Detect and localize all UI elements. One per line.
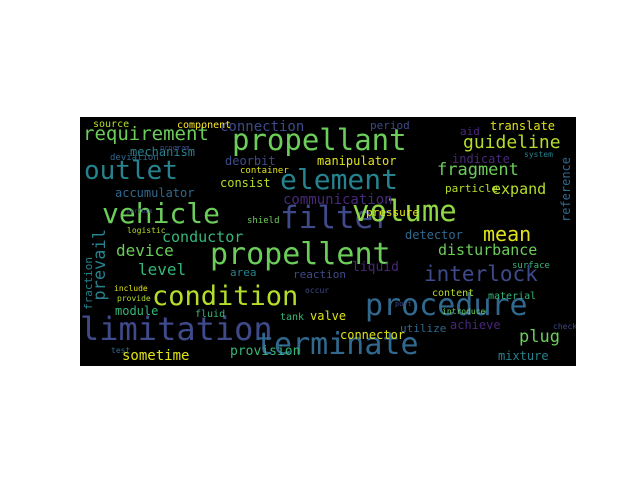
cloud-word: expand (492, 180, 547, 198)
cloud-word: limitation (80, 310, 273, 348)
cloud-word: communication (283, 192, 393, 208)
cloud-word: logistic (127, 226, 166, 235)
cloud-word: filter (280, 200, 392, 236)
cloud-word: conductor (162, 228, 244, 246)
cloud-word: disturbance (438, 241, 538, 259)
cloud-word: area (230, 266, 257, 279)
cloud-word: container (240, 166, 289, 176)
cloud-word: vehicle (102, 197, 221, 230)
cloud-word: aid (460, 125, 480, 138)
cloud-word: mixture (498, 349, 549, 363)
cloud-word: procedure (365, 288, 528, 323)
cloud-word: achieve (450, 318, 501, 332)
cloud-word: period (370, 119, 410, 132)
cloud-word: reaction (293, 268, 346, 281)
cloud-word: fraction (82, 257, 95, 310)
cloud-word: connector (340, 328, 406, 342)
word-cloud: condition limitation terminate procedure… (80, 117, 576, 366)
cloud-word: material (488, 291, 537, 302)
cloud-word: reference (559, 157, 573, 223)
cloud-word: propellent (210, 237, 391, 272)
cloud-word: perform (127, 208, 153, 215)
cloud-word: utilize (400, 322, 447, 335)
cloud-word: component (177, 120, 232, 131)
cloud-word: program (160, 144, 190, 152)
cloud-word: outlet (84, 156, 178, 186)
cloud-word: module (115, 304, 159, 318)
cloud-word: particle (445, 182, 498, 195)
cloud-word: content (432, 288, 475, 299)
cloud-word: deviation (110, 153, 159, 163)
cloud-word: fluid (195, 309, 226, 320)
cloud-word: terminate (256, 327, 419, 362)
cloud-word: level (138, 260, 187, 279)
cloud-word: source (93, 119, 130, 130)
cloud-word: consist (220, 176, 271, 190)
cloud-word: pressure (366, 206, 419, 219)
cloud-word: accumulator (115, 186, 195, 200)
cloud-word: device (116, 241, 174, 260)
cloud-word: surface (512, 261, 550, 271)
cloud-word: sometime (122, 348, 190, 364)
cloud-word: occur (305, 286, 330, 295)
cloud-word: deorbit (225, 154, 276, 168)
cloud-word: provision (230, 344, 301, 359)
cloud-word: detector (405, 228, 463, 242)
cloud-word: manipulator (317, 154, 397, 168)
cloud-word: system (524, 150, 553, 159)
cloud-word: provide (117, 294, 151, 303)
cloud-word: introduce (442, 307, 486, 316)
cloud-word: indicate (452, 152, 510, 166)
cloud-word: valve (310, 309, 347, 323)
cloud-word: tank (280, 312, 305, 323)
cloud-word: connection (220, 119, 305, 135)
cloud-word: include (114, 284, 148, 293)
cloud-word: element (280, 163, 399, 196)
cloud-word: requirement (83, 123, 209, 145)
cloud-word: check (553, 322, 576, 331)
cloud-word: mean (483, 222, 532, 246)
cloud-word: mechanism (130, 145, 196, 159)
cloud-word: condition (152, 281, 299, 312)
cloud-word: test (111, 346, 131, 355)
cloud-word: propellant (232, 123, 407, 157)
cloud-word: guideline (463, 132, 561, 153)
cloud-word: shield (247, 216, 280, 226)
cloud-word: port (395, 300, 412, 308)
cloud-word: interlock (424, 262, 538, 286)
cloud-word: translate (490, 119, 556, 133)
cloud-word: volume (352, 194, 457, 228)
cloud-word: plug (519, 327, 560, 347)
cloud-word: liquid (352, 260, 399, 275)
cloud-word: fragment (437, 160, 519, 180)
